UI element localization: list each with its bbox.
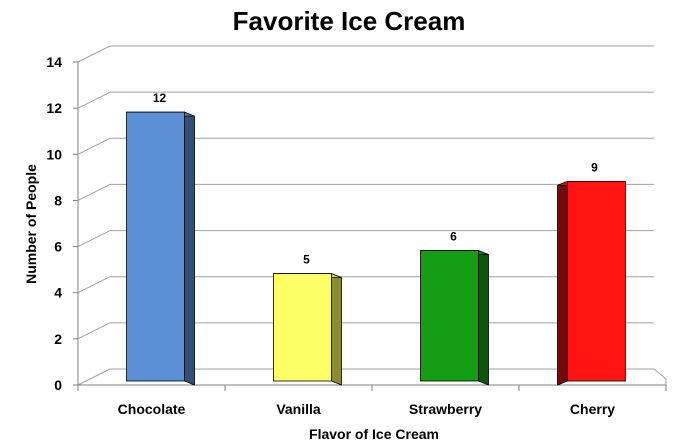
gridline-diagonal [77,276,111,294]
data-label: 6 [450,230,457,244]
y-tick-label: 14 [46,54,62,70]
bar-side [331,273,342,386]
x-axis-title: Flavor of Ice Cream [309,426,439,442]
bar-strawberry [420,249,489,386]
bar-front [420,250,479,382]
x-tick-label: Cherry [570,401,615,417]
y-tick-label: 2 [54,331,62,347]
gridline-diagonal [77,230,111,248]
x-tick-label: Vanilla [276,401,321,417]
y-tick-label: 8 [54,192,62,208]
labels-layer: 12 5 6 9 [153,91,598,267]
data-label: 9 [591,160,598,174]
bar-side [557,180,568,386]
y-tick-label: 0 [54,377,62,393]
x-tick-label: Chocolate [118,401,186,417]
gridline-diagonal [77,45,111,63]
bar-cherry [557,180,626,386]
gridline-diagonal [77,183,111,201]
gridline-diagonal [77,368,111,386]
bar-front [567,180,626,382]
bar-side [184,111,195,386]
bar-front [273,273,332,382]
floor-edge [653,368,667,380]
bar-front [126,111,185,382]
axis-layer: 0 2 4 6 8 10 12 14 Chocolate Vanilla Strawberry Che… [46,54,667,417]
gridline-diagonal [77,322,111,340]
data-label: 5 [303,253,310,267]
y-tick-label: 10 [46,146,62,162]
y-axis-title: Number of People [23,164,39,284]
bar-side [478,249,489,386]
gridline-diagonal [77,91,111,109]
bar-vanilla [273,273,342,386]
y-tick-label: 4 [54,285,62,301]
y-tick-label: 6 [54,239,62,255]
chart-title: Favorite Ice Cream [233,6,466,36]
data-label: 12 [153,91,167,105]
bars-layer [126,111,626,386]
bar-chocolate [126,111,195,386]
x-tick-label: Strawberry [409,401,482,417]
y-tick-label: 12 [46,100,62,116]
gridline-diagonal [77,137,111,155]
